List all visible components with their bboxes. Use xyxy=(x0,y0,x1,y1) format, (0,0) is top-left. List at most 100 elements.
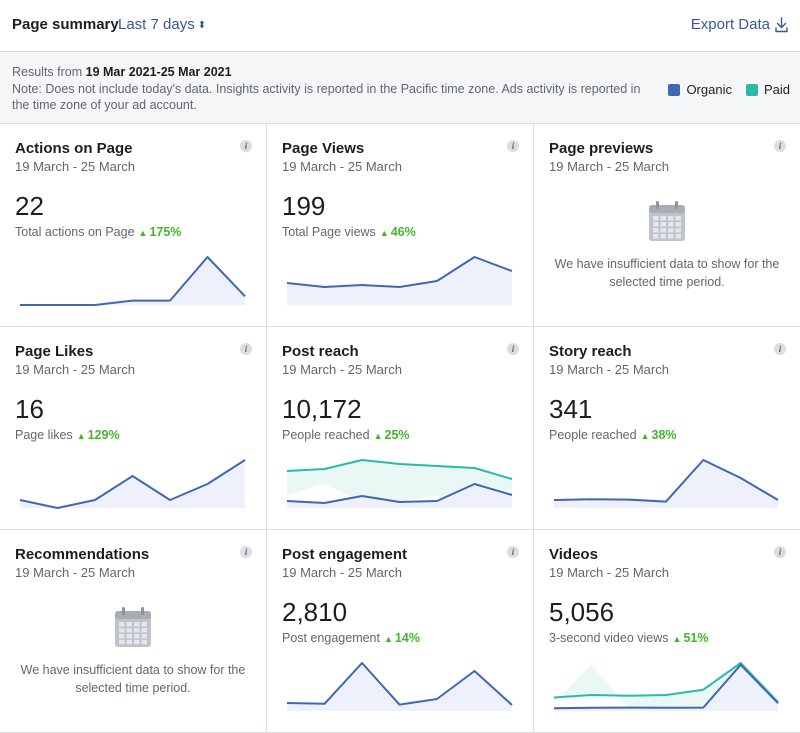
timezone-note: Note: Does not include today's data. Ins… xyxy=(12,82,641,112)
card-post-engagement[interactable]: Post engagement 19 March - 25 March i 2,810… xyxy=(267,530,534,733)
metric-delta: ▲ 14% xyxy=(384,631,420,645)
metric-value: 16 xyxy=(15,394,44,424)
info-icon[interactable]: i xyxy=(240,140,252,152)
paid-line xyxy=(286,459,513,480)
card-title: Actions on Page xyxy=(15,140,133,157)
metric-subtitle: Page likes ▲ 129% xyxy=(15,428,120,442)
organic-line xyxy=(19,459,246,509)
insufficient-data-message: We have insufficient data to show for th… xyxy=(534,255,800,291)
organic-line xyxy=(286,662,513,706)
card-recommendations[interactable]: Recommendations 19 March - 25 March i We ha… xyxy=(0,530,267,733)
card-post-reach[interactable]: Post reach 19 March - 25 March i 10,172 Peop… xyxy=(267,327,534,530)
up-triangle-icon: ▲ xyxy=(76,431,86,441)
metric-label: People reached xyxy=(282,428,370,442)
sparkline-chart xyxy=(19,459,246,509)
info-icon[interactable]: i xyxy=(240,546,252,558)
metric-delta: ▲ 175% xyxy=(139,225,182,239)
card-story-reach[interactable]: Story reach 19 March - 25 March i 341 People… xyxy=(534,327,800,530)
organic-line xyxy=(20,256,246,306)
up-triangle-icon: ▲ xyxy=(138,228,148,238)
organic-area xyxy=(20,257,245,305)
organic-area xyxy=(20,460,245,508)
sort-caret-icon: ⬍ xyxy=(197,20,207,31)
metric-subtitle: People reached ▲ 25% xyxy=(282,428,410,442)
results-prefix: Results from xyxy=(12,65,83,79)
page-title: Page summary xyxy=(12,16,119,33)
card-page-views[interactable]: Page Views 19 March - 25 March i 199 Total P… xyxy=(267,124,534,327)
sparkline-chart xyxy=(20,256,246,306)
metric-label: Total Page views xyxy=(282,225,376,239)
metric-label: Total actions on Page xyxy=(15,225,135,239)
legend-paid-label: Paid xyxy=(763,82,790,97)
card-date-range: 19 March - 25 March xyxy=(549,159,669,174)
metric-value: 10,172 xyxy=(282,394,362,424)
empty-message: We have insufficient data to show for th… xyxy=(554,257,780,289)
info-icon[interactable]: i xyxy=(774,546,786,558)
date-range-selector[interactable]: Last 7 days ⬍ xyxy=(118,16,206,33)
card-actions-on-page[interactable]: Actions on Page 19 March - 25 March i 22 Tot… xyxy=(0,124,267,327)
card-date-range: 19 March - 25 March xyxy=(549,565,669,580)
card-page-previews[interactable]: Page previews 19 March - 25 March i We have… xyxy=(534,124,800,327)
organic-line xyxy=(553,459,779,503)
metric-subtitle: Post engagement ▲ 14% xyxy=(282,631,420,645)
card-title: Post engagement xyxy=(282,546,408,563)
card-date-range: 19 March - 25 March xyxy=(282,159,402,174)
page-summary-header: Page summary Last 7 days ⬍ Export Data xyxy=(0,0,800,52)
insufficient-data-message: We have insufficient data to show for th… xyxy=(0,661,266,697)
legend-organic: Organic xyxy=(668,82,732,97)
results-range: Results from 19 Mar 2021-25 Mar 2021 xyxy=(12,65,232,79)
info-icon[interactable]: i xyxy=(507,140,519,152)
metric-label: 3-second video views xyxy=(549,631,669,645)
metric-delta-value: 46% xyxy=(390,225,416,239)
metric-label: Page likes xyxy=(15,428,73,442)
metric-subtitle: 3-second video views ▲ 51% xyxy=(549,631,708,645)
info-icon[interactable]: i xyxy=(774,140,786,152)
up-triangle-icon: ▲ xyxy=(384,634,393,644)
metric-delta-value: 38% xyxy=(651,428,677,442)
card-title: Page Views xyxy=(282,140,365,157)
card-page-likes[interactable]: Page Likes 19 March - 25 March i 16 Page lik… xyxy=(0,327,267,530)
results-dates: 19 Mar 2021-25 Mar 2021 xyxy=(85,65,232,79)
organic-swatch xyxy=(668,83,681,96)
info-icon[interactable]: i xyxy=(507,546,519,558)
info-icon[interactable]: i xyxy=(240,343,252,355)
card-title: Videos xyxy=(549,546,598,563)
paid-line xyxy=(553,662,779,703)
metric-subtitle: Total actions on Page ▲ 175% xyxy=(15,225,181,239)
metric-delta-value: 51% xyxy=(683,631,709,645)
metric-delta-value: 129% xyxy=(87,428,120,442)
card-date-range: 19 March - 25 March xyxy=(282,565,402,580)
sparkline-chart xyxy=(286,459,513,508)
metric-subtitle: Total Page views ▲ 46% xyxy=(282,225,416,239)
metric-delta-value: 25% xyxy=(384,428,410,442)
date-range-label: Last 7 days xyxy=(118,16,195,33)
empty-message: We have insufficient data to show for th… xyxy=(20,663,246,695)
metric-value: 5,056 xyxy=(549,597,615,627)
organic-area xyxy=(554,460,778,508)
metric-label: Post engagement xyxy=(282,631,380,645)
organic-area xyxy=(287,663,512,711)
empty-state: We have insufficient data to show for th… xyxy=(0,606,266,697)
download-icon xyxy=(775,16,788,32)
metric-delta: ▲ 38% xyxy=(641,428,677,442)
card-date-range: 19 March - 25 March xyxy=(549,362,669,377)
organic-area xyxy=(287,257,512,305)
card-date-range: 19 March - 25 March xyxy=(282,362,402,377)
organic-line xyxy=(286,483,513,504)
card-title: Recommendations xyxy=(15,546,150,563)
organic-line xyxy=(553,663,779,710)
metric-value: 341 xyxy=(549,394,593,424)
info-icon[interactable]: i xyxy=(507,343,519,355)
info-icon[interactable]: i xyxy=(774,343,786,355)
export-data-label: Export Data xyxy=(690,16,770,33)
metric-value: 22 xyxy=(15,191,44,221)
card-date-range: 19 March - 25 March xyxy=(15,159,135,174)
export-data-button[interactable]: Export Data xyxy=(691,16,788,33)
organic-area xyxy=(554,664,778,711)
organic-line xyxy=(286,256,513,288)
metric-delta: ▲ 129% xyxy=(77,428,120,442)
card-title: Post reach xyxy=(282,343,359,360)
metric-delta: ▲ 46% xyxy=(380,225,416,239)
metrics-grid: Actions on Page 19 March - 25 March i 22 Tot… xyxy=(0,124,800,733)
card-videos[interactable]: Videos 19 March - 25 March i 5,056 3-second … xyxy=(534,530,800,733)
